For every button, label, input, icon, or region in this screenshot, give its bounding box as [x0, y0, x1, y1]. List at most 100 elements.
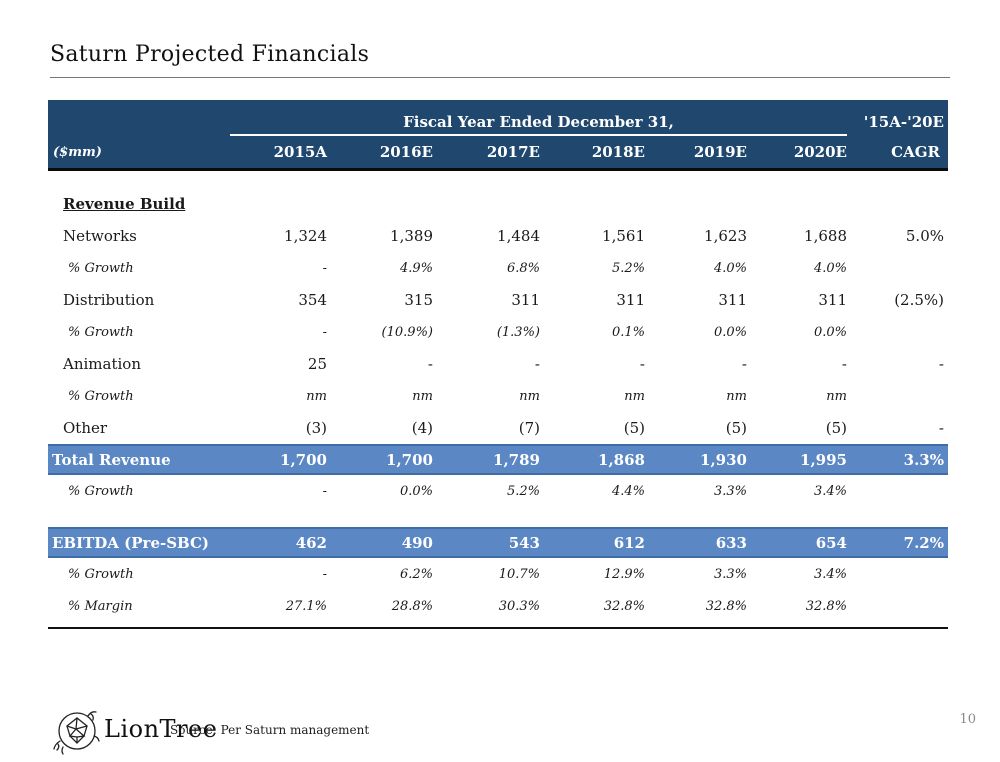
value-cell: 315 [404, 291, 433, 309]
table-row-growth: % Growth nm nm nm nm nm nm [48, 380, 948, 412]
cagr-cell: 3.3% [903, 450, 944, 469]
value-cell: 0.1% [611, 324, 645, 340]
table-row-animation: Animation 25 - - - - - - [48, 348, 948, 380]
value-cell: 1,623 [704, 227, 747, 245]
column-header-2020e: 2020E [793, 143, 847, 161]
cagr-cell: - [938, 419, 944, 437]
value-cell: 462 [295, 533, 327, 552]
brand-wordmark: LionTree [104, 715, 218, 743]
value-cell: 0.0% [813, 324, 847, 340]
value-cell: 1,868 [598, 450, 645, 469]
lion-icon [53, 711, 100, 755]
value-cell: - [639, 355, 645, 373]
value-cell: 5.2% [611, 260, 645, 276]
value-cell: (7) [518, 419, 540, 437]
row-label: EBITDA (Pre-SBC) [52, 533, 210, 552]
value-cell: 311 [718, 291, 747, 309]
value-cell: 32.8% [603, 598, 645, 614]
table-row-ebitda-pre-sbc: EBITDA (Pre-SBC) 462 490 543 612 633 654 7.2% [48, 527, 948, 558]
table-row-distribution: Distribution 354 315 311 311 311 311 (2.5%) [48, 284, 948, 316]
table-row-growth: % Growth - 6.2% 10.7% 12.9% 3.3% 3.4% [48, 558, 948, 590]
value-cell: 3.4% [813, 483, 847, 499]
value-cell: nm [624, 388, 645, 404]
value-cell: - [741, 355, 747, 373]
row-label: % Growth [68, 566, 134, 582]
value-cell: 354 [298, 291, 327, 309]
value-cell: - [534, 355, 540, 373]
column-header-2019e: 2019E [693, 143, 747, 161]
value-cell: 1,789 [493, 450, 540, 469]
value-cell: nm [306, 388, 327, 404]
table-header-group-row: Fiscal Year Ended December 31, '15A-'20E [48, 100, 948, 136]
value-cell: 10.7% [498, 566, 540, 582]
value-cell: (3) [305, 419, 327, 437]
value-cell: 1,700 [280, 450, 327, 469]
value-cell: 4.9% [399, 260, 433, 276]
value-cell: 612 [613, 533, 645, 552]
value-cell: nm [412, 388, 433, 404]
column-header-2017e: 2017E [486, 143, 540, 161]
value-cell: 25 [307, 355, 327, 373]
cagr-cell: (2.5%) [894, 291, 944, 309]
value-cell: 28.8% [391, 598, 433, 614]
units-label: ($mm) [53, 144, 102, 160]
financials-table: Fiscal Year Ended December 31, '15A-'20E… [48, 100, 948, 629]
value-cell: 311 [511, 291, 540, 309]
row-label: % Growth [68, 260, 134, 276]
value-cell: - [427, 355, 433, 373]
column-header-2015a: 2015A [273, 143, 327, 161]
value-cell: 6.2% [399, 566, 433, 582]
value-cell: 654 [815, 533, 847, 552]
value-cell: 1,389 [390, 227, 433, 245]
value-cell: 12.9% [603, 566, 645, 582]
cagr-cell: 5.0% [905, 227, 944, 245]
value-cell: (5) [725, 419, 747, 437]
page-title: Saturn Projected Financials [50, 42, 370, 67]
row-label: Networks [63, 227, 137, 245]
value-cell: nm [826, 388, 847, 404]
value-cell: 1,700 [386, 450, 433, 469]
table-row-growth: % Growth - (10.9%) (1.3%) 0.1% 0.0% 0.0% [48, 316, 948, 348]
table-header-columns-row: ($mm) 2015A 2016E 2017E 2018E 2019E 2020… [48, 136, 948, 168]
value-cell: 3.3% [713, 483, 747, 499]
value-cell: 633 [715, 533, 747, 552]
value-cell: - [322, 260, 327, 276]
value-cell: 1,324 [284, 227, 327, 245]
source-note: Source: Per Saturn management [170, 723, 370, 737]
value-cell: 543 [508, 533, 540, 552]
value-cell: (5) [623, 419, 645, 437]
table-row-growth: % Growth - 4.9% 6.8% 5.2% 4.0% 4.0% [48, 252, 948, 284]
row-label: Revenue Build [63, 195, 186, 213]
table-row-growth: % Growth - 0.0% 5.2% 4.4% 3.3% 3.4% [48, 475, 948, 507]
value-cell: 0.0% [399, 483, 433, 499]
cagr-cell: - [938, 355, 944, 373]
table-row-networks: Networks 1,324 1,389 1,484 1,561 1,623 1,688 5.… [48, 220, 948, 252]
value-cell: 5.2% [506, 483, 540, 499]
table-header: Fiscal Year Ended December 31, '15A-'20E… [48, 100, 948, 171]
value-cell: 3.4% [813, 566, 847, 582]
value-cell: (1.3%) [496, 324, 540, 340]
column-header-2016e: 2016E [379, 143, 433, 161]
value-cell: 32.8% [705, 598, 747, 614]
row-label: Distribution [63, 291, 155, 309]
row-label: % Margin [68, 598, 133, 614]
value-cell: 4.0% [813, 260, 847, 276]
value-cell: - [841, 355, 847, 373]
row-label: % Growth [68, 324, 134, 340]
table-row-margin: % Margin 27.1% 28.8% 30.3% 32.8% 32.8% 32.8% [48, 590, 948, 622]
liontree-logo [50, 703, 104, 757]
value-cell: 30.3% [498, 598, 540, 614]
table-row-total-revenue: Total Revenue 1,700 1,700 1,789 1,868 1,930 1,… [48, 444, 948, 475]
value-cell: 1,930 [700, 450, 747, 469]
value-cell: 311 [818, 291, 847, 309]
table-body: Revenue Build Networks 1,324 1,389 1,484 1,56… [48, 171, 948, 629]
value-cell: 311 [616, 291, 645, 309]
value-cell: 4.4% [611, 483, 645, 499]
row-label: Animation [63, 355, 141, 373]
value-cell: - [322, 324, 327, 340]
value-cell: - [322, 483, 327, 499]
value-cell: 4.0% [713, 260, 747, 276]
row-label: Total Revenue [52, 450, 171, 469]
value-cell: (4) [411, 419, 433, 437]
